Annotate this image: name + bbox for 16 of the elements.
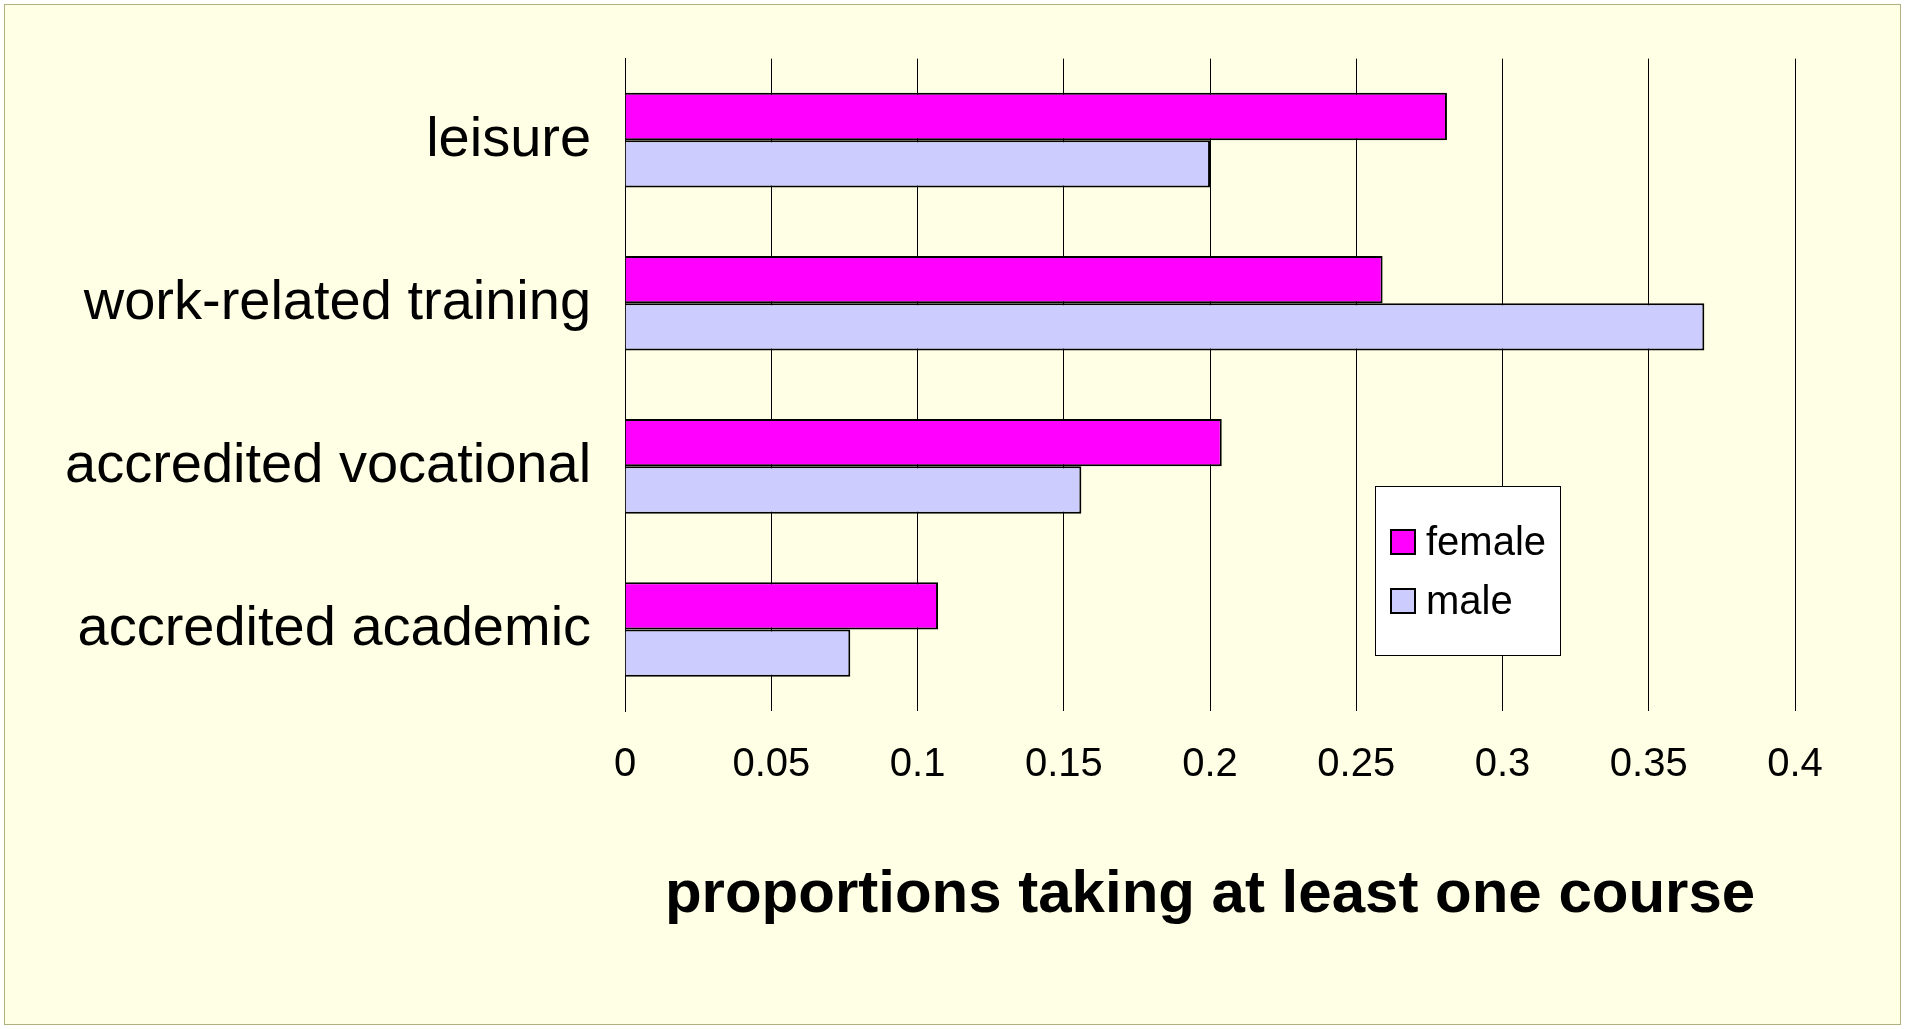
- x-tick-label: 0.05: [732, 740, 811, 785]
- x-tick-label: 0.3: [1474, 740, 1531, 785]
- legend-label: female: [1426, 519, 1547, 564]
- x-tick-label: 0.35: [1609, 740, 1688, 785]
- x-tick-label: 0.1: [889, 740, 946, 785]
- x-tick-label: 0.2: [1182, 740, 1238, 785]
- x-tick-label: 0.15: [1024, 740, 1103, 785]
- x-axis-title: proportions taking at least one course: [664, 857, 1756, 925]
- x-tick-label: 0.4: [1767, 740, 1823, 785]
- x-tick-label: 0: [613, 740, 637, 785]
- x-tick-label: 0.25: [1317, 740, 1396, 785]
- y-tick-label: accredited vocational: [65, 430, 592, 494]
- y-tick-label: accredited academic: [77, 593, 592, 657]
- legend-label: male: [1426, 578, 1513, 623]
- y-tick-label: work-related training: [82, 267, 592, 331]
- y-tick-label: leisure: [426, 104, 592, 168]
